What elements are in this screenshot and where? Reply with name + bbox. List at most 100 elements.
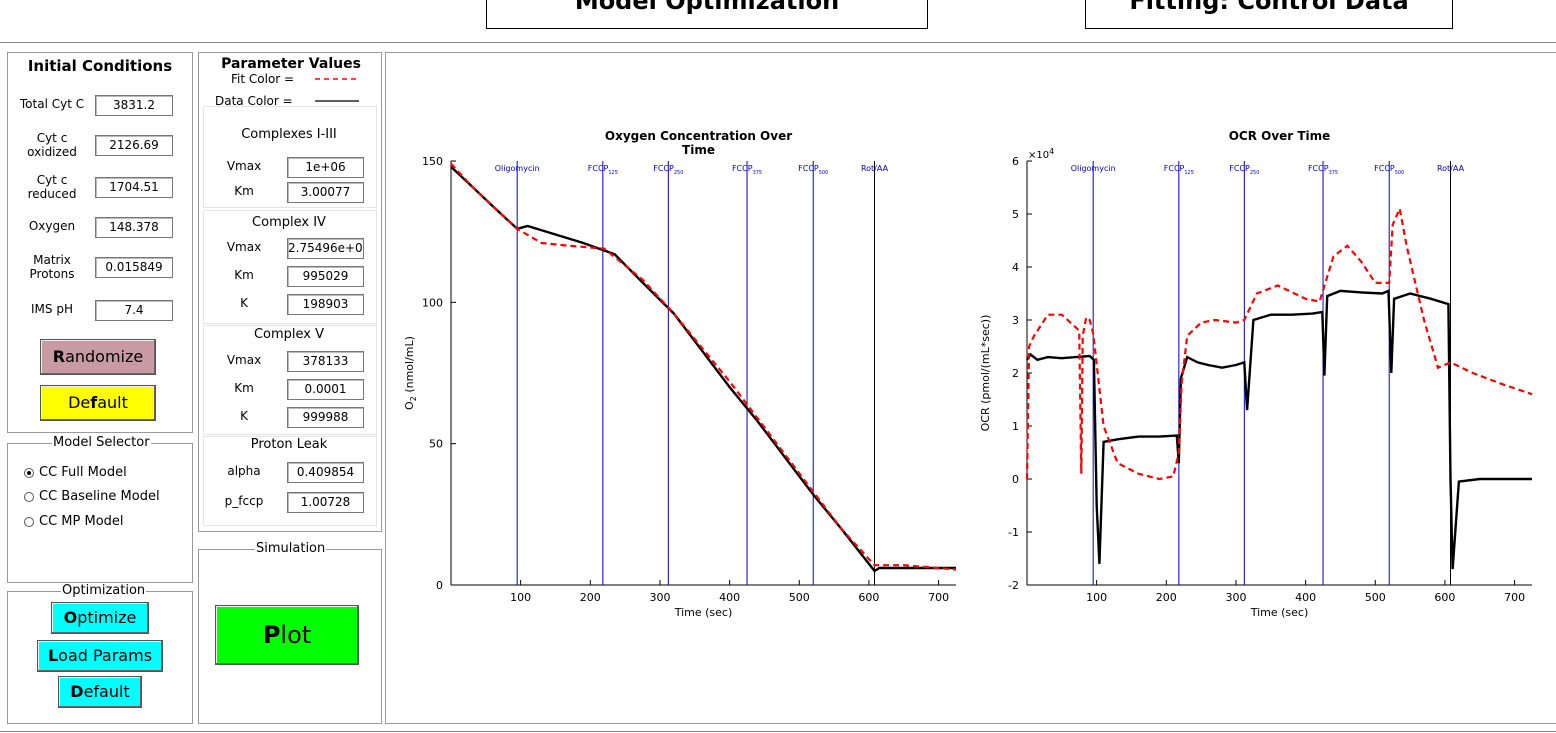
- radio-circle[interactable]: [24, 467, 34, 478]
- fit-series-line: [1025, 204, 1533, 481]
- plot-area-panel: [385, 52, 1556, 724]
- default-optimization-button[interactable]: Default: [58, 676, 142, 708]
- x-tick-label: 500: [789, 591, 810, 604]
- fit-color-label: Fit Color =: [231, 72, 295, 86]
- window-title-model-optimization: Model Optimization: [574, 0, 840, 15]
- param-label: K: [240, 409, 248, 423]
- param-input[interactable]: 999988: [287, 407, 364, 428]
- param-group-title-3: Proton Leak: [250, 437, 328, 452]
- fit-color-swatch: [315, 78, 359, 80]
- plot-button-label: Plot: [262, 621, 312, 649]
- default-optimization-button-label: Default: [70, 682, 130, 701]
- param-label: Vmax: [226, 240, 262, 254]
- x-tick-label: 200: [580, 591, 601, 604]
- model-option-0[interactable]: CC Full Model: [24, 465, 127, 480]
- x-tick-label: 600: [858, 591, 879, 604]
- ic-input-1[interactable]: 2126.69: [95, 135, 173, 156]
- left-title-box: Model Optimization: [486, 0, 928, 29]
- y-tick-label: 4: [1012, 261, 1019, 274]
- ic-label-0: Total Cyt C: [19, 97, 85, 111]
- ic-input-5[interactable]: 7.4: [95, 300, 173, 321]
- event-label: Oligomycin: [495, 164, 540, 173]
- param-group-title-1: Complex IV: [252, 215, 326, 230]
- x-tick-label: 300: [649, 591, 670, 604]
- ic-input-3[interactable]: 148.378: [95, 217, 173, 238]
- y-tick-label: -2: [1008, 579, 1019, 592]
- param-input[interactable]: 3.00077: [287, 182, 364, 203]
- x-tick-label: 100: [1086, 591, 1107, 604]
- y-tick-label: 3: [1012, 314, 1019, 327]
- param-label: alpha: [227, 464, 261, 478]
- param-label: Vmax: [226, 159, 262, 173]
- param-input[interactable]: 2.75496e+0: [287, 238, 364, 259]
- param-label: K: [240, 296, 248, 310]
- plot-button[interactable]: Plot: [215, 605, 359, 665]
- ic-label-4: Matrix Protons: [29, 253, 75, 281]
- randomize-button[interactable]: Randomize: [40, 339, 156, 375]
- chart-title: OCR Over Time: [1229, 129, 1331, 143]
- param-input[interactable]: 1e+06: [287, 157, 364, 178]
- param-label: Km: [234, 381, 254, 395]
- param-group-3: [203, 436, 377, 526]
- load-params-button-label: Load Params: [47, 646, 153, 665]
- y-multiplier: ×104: [1028, 147, 1054, 161]
- default-initial-button[interactable]: Default: [40, 385, 156, 421]
- y-axis-label: O2 (nmol/mL): [403, 336, 418, 410]
- param-input[interactable]: 1.00728: [287, 492, 364, 513]
- data-series-line: [450, 165, 956, 573]
- param-group-2: [203, 325, 377, 435]
- event-label: Rot/AA: [1437, 164, 1465, 173]
- x-tick-label: 700: [1504, 591, 1525, 604]
- fit-series-line: [450, 163, 957, 571]
- simulation-title: Simulation: [255, 541, 327, 556]
- y-tick-label: 5: [1012, 208, 1019, 221]
- model-option-label: CC Full Model: [39, 465, 127, 480]
- y-tick-label: 6: [1012, 155, 1019, 168]
- y-tick-label: 0: [436, 579, 443, 592]
- model-option-1[interactable]: CC Baseline Model: [24, 489, 160, 504]
- y-tick-label: 2: [1012, 367, 1019, 380]
- optimization-title: Optimization: [61, 583, 147, 598]
- x-tick-label: 500: [1365, 591, 1386, 604]
- model-selector-panel: [7, 443, 193, 583]
- right-title-box: Fitting: Control Data: [1085, 0, 1453, 29]
- data-color-swatch: [315, 100, 359, 102]
- y-tick-label: 150: [422, 155, 443, 168]
- x-tick-label: 700: [928, 591, 949, 604]
- param-label: Vmax: [226, 353, 262, 367]
- ic-input-0[interactable]: 3831.2: [95, 95, 173, 116]
- ic-input-4[interactable]: 0.015849: [95, 257, 173, 278]
- y-tick-label: -1: [1008, 526, 1019, 539]
- y-tick-label: 50: [429, 438, 443, 451]
- model-option-2[interactable]: CC MP Model: [24, 514, 124, 529]
- default-initial-button-label: Default: [68, 393, 128, 412]
- ic-input-2[interactable]: 1704.51: [95, 177, 173, 198]
- param-label: p_fccp: [224, 494, 264, 508]
- parameter-values-panel: [198, 52, 382, 532]
- radio-circle[interactable]: [24, 516, 34, 527]
- param-input[interactable]: 0.409854: [287, 462, 364, 483]
- param-group-1: [203, 210, 377, 324]
- param-label: Km: [234, 184, 254, 198]
- ocr-chart: OCR Over Time 100 200 300 400 500 600 700 -2 -1 0 1…: [980, 129, 1533, 619]
- optimize-button-label: Optimize: [63, 608, 137, 627]
- y-tick-label: 100: [422, 296, 443, 309]
- radio-circle[interactable]: [24, 491, 34, 502]
- data-series-line: [1025, 289, 1532, 570]
- y-axis-label: OCR (pmol/(mL*sec)): [980, 315, 992, 432]
- param-input[interactable]: 198903: [287, 294, 364, 315]
- parameter-values-title: Parameter Values: [221, 56, 361, 72]
- load-params-button[interactable]: Load Params: [37, 640, 163, 672]
- y-tick-label: 1: [1012, 420, 1019, 433]
- optimize-button[interactable]: Optimize: [51, 602, 149, 634]
- param-label: Km: [234, 268, 254, 282]
- event-label: Oligomycin: [1071, 164, 1116, 173]
- model-option-label: CC Baseline Model: [39, 489, 160, 504]
- param-input[interactable]: 0.0001: [287, 379, 364, 400]
- param-input[interactable]: 995029: [287, 266, 364, 287]
- param-group-title-0: Complexes I-III: [241, 127, 337, 142]
- randomize-button-label: Randomize: [52, 347, 144, 366]
- param-input[interactable]: 378133: [287, 351, 364, 372]
- ic-label-5: IMS pH: [31, 302, 73, 316]
- x-tick-label: 200: [1156, 591, 1177, 604]
